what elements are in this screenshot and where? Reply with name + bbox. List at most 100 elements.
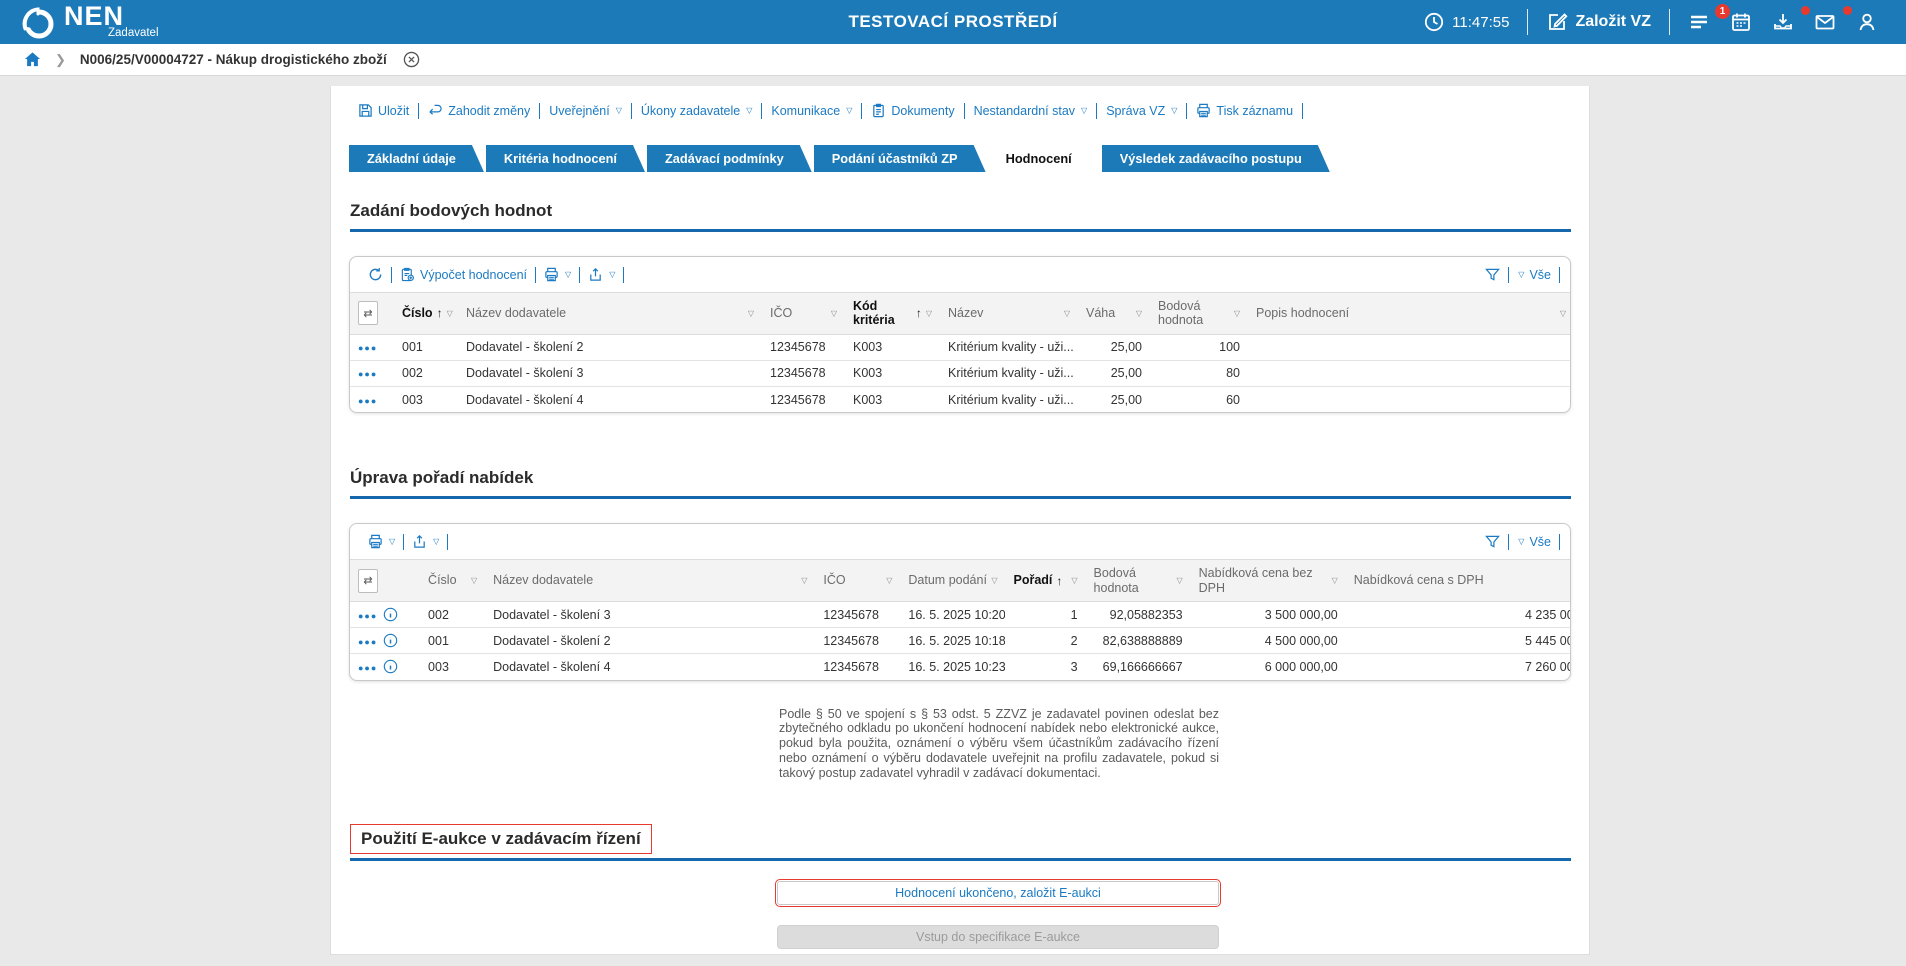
column-filter-icon[interactable]: ▽	[991, 576, 998, 586]
column-header[interactable]: Nabídková cena bez DPH ▽	[1190, 559, 1346, 602]
info-icon[interactable]	[383, 633, 398, 648]
table-cell: 12345678	[823, 659, 879, 674]
vz-admin-menu[interactable]: Správa VZ ▽	[1106, 103, 1178, 118]
column-header[interactable]: IČO ▽	[815, 559, 901, 602]
show-all-filter[interactable]: ▽ Vše	[1518, 267, 1551, 282]
column-filter-icon[interactable]: ▽	[1071, 576, 1078, 586]
column-header[interactable]: Bodová hodnota ▽	[1150, 292, 1248, 335]
create-eauction-button[interactable]: Hodnocení ukončeno, založit E-aukci	[775, 879, 1221, 908]
publishing-menu[interactable]: Uveřejnění ▽	[549, 103, 622, 118]
downloads-button[interactable]	[1762, 6, 1810, 33]
export-button[interactable]: ▽	[580, 264, 623, 285]
documents-button[interactable]: Dokumenty	[862, 98, 963, 123]
column-filter-icon[interactable]: ▽	[830, 308, 837, 318]
table-row[interactable]: ●●● 001 Dodavatel - školení 2 12345678 16. …	[350, 627, 1570, 654]
filter-button[interactable]	[1477, 264, 1508, 285]
show-all-filter[interactable]: ▽ Vše	[1518, 534, 1551, 549]
table-cell: 3	[1070, 659, 1078, 674]
sort-asc-icon: ↑	[436, 306, 443, 321]
table-cell: Kritérium kvality - uži...	[948, 392, 1074, 407]
tab-hodnoceni[interactable]: Hodnocení	[988, 145, 1100, 172]
table-cell: 1	[1005, 601, 1086, 628]
column-filter-icon[interactable]: ▽	[470, 576, 478, 586]
table-cell: Dodavatel - školení 4	[466, 392, 584, 407]
column-header[interactable]: IČO ▽	[762, 292, 845, 335]
breadcrumb: ❯ N006/25/V00004727 - Nákup drogistickéh…	[0, 44, 1906, 76]
column-settings-icon[interactable]: ⇄	[358, 301, 378, 326]
print-table-button[interactable]: ▽	[536, 264, 579, 285]
row-actions-icon[interactable]: ●●●	[358, 637, 378, 647]
home-icon[interactable]	[24, 51, 41, 68]
filter-button[interactable]	[1477, 531, 1508, 552]
row-actions-icon[interactable]: ●●●	[358, 611, 378, 621]
column-filter-icon[interactable]: ▽	[925, 308, 932, 318]
tab-podani-ucastniku[interactable]: Podání účastníků ZP	[814, 145, 986, 172]
discard-changes-button[interactable]: Zahodit změny	[419, 98, 539, 123]
tab-zakladni-udaje[interactable]: Základní údaje	[349, 145, 484, 172]
column-header[interactable]: Bodová hodnota ▽	[1085, 559, 1191, 602]
communication-menu[interactable]: Komunikace ▽	[771, 103, 853, 118]
export-button[interactable]: ▽	[404, 531, 447, 552]
download-tray-icon	[1774, 14, 1792, 30]
column-header[interactable]: Váha ▽	[1078, 292, 1150, 335]
table-row[interactable]: ●●● 003 Dodavatel - školení 4 12345678 K003…	[350, 386, 1570, 412]
divider	[623, 266, 625, 283]
contracting-actions-menu[interactable]: Úkony zadavatele ▽	[640, 103, 753, 118]
column-header[interactable]: Kód kritéria ↑ ▽	[845, 292, 940, 335]
column-settings-icon[interactable]: ⇄	[358, 568, 378, 593]
column-filter-icon[interactable]: ▽	[1135, 308, 1142, 318]
divider	[1508, 533, 1510, 550]
column-header[interactable]: Název dodavatele ▽	[458, 292, 762, 335]
table-row[interactable]: ●●● 003 Dodavatel - školení 4 12345678 16. …	[350, 654, 1570, 680]
order-table-toolbar: ▽ ▽	[350, 524, 1570, 559]
user-profile-button[interactable]	[1846, 11, 1888, 33]
messages-button[interactable]	[1804, 6, 1852, 33]
tasks-menu-button[interactable]: 1	[1678, 4, 1730, 33]
info-icon[interactable]	[383, 659, 398, 674]
calc-evaluation-button[interactable]: Výpočet hodnocení	[392, 264, 535, 285]
column-filter-icon[interactable]: ▽	[446, 308, 453, 318]
divider	[963, 102, 965, 119]
column-filter-icon[interactable]: ▽	[801, 576, 808, 586]
table-row[interactable]: ●●● 002 Dodavatel - školení 3 12345678 16. …	[350, 601, 1570, 628]
column-filter-icon[interactable]: ▽	[747, 308, 754, 318]
column-header[interactable]: Pořadí ↑ ▽	[1005, 559, 1086, 602]
column-filter-icon[interactable]: ▽	[1063, 308, 1070, 318]
tab-zadavaci-podminky[interactable]: Zadávací podmínky	[647, 145, 812, 172]
close-record-icon[interactable]	[403, 51, 420, 68]
tab-kriteria-hodnoceni[interactable]: Kritéria hodnocení	[486, 145, 645, 172]
save-button[interactable]: Uložit	[349, 98, 418, 123]
column-header[interactable]: Název dodavatele ▽	[485, 559, 816, 602]
scores-table: ⇄ Číslo ↑ ▽ Název dodavatele ▽ IČO ▽ Kód kritér…	[350, 292, 1570, 412]
refresh-button[interactable]	[360, 264, 391, 285]
info-icon[interactable]	[383, 607, 398, 622]
column-header[interactable]: Číslo ▽	[420, 559, 486, 602]
column-filter-icon[interactable]: ▽	[1233, 308, 1240, 318]
column-header[interactable]: Číslo ↑ ▽	[394, 292, 458, 335]
eauction-spec-button[interactable]: Vstup do specifikace E-aukce	[777, 925, 1219, 950]
undo-icon	[429, 104, 442, 115]
row-actions-icon[interactable]: ●●●	[358, 395, 378, 406]
column-header[interactable]: Popis hodnocení ▽	[1248, 292, 1570, 335]
column-header[interactable]: Datum podání ▽	[900, 559, 1006, 602]
column-filter-icon[interactable]: ▽	[1559, 308, 1566, 318]
column-filter-icon[interactable]: ▽	[1176, 576, 1183, 586]
create-vz-button[interactable]: Založit VZ	[1536, 11, 1661, 33]
column-header[interactable]: Nabídková cena s DPH▽	[1345, 559, 1570, 602]
calendar-button[interactable]	[1720, 11, 1762, 33]
table-cell: K003	[853, 392, 883, 407]
tab-vysledek[interactable]: Výsledek zadávacího postupu	[1102, 145, 1330, 172]
nen-logo[interactable]: NEN Zadavatel	[0, 3, 159, 41]
row-actions-icon[interactable]: ●●●	[358, 369, 378, 380]
column-filter-icon[interactable]: ▽	[1331, 576, 1338, 586]
print-record-button[interactable]: Tisk záznamu	[1187, 98, 1302, 123]
column-header[interactable]: Název ▽	[940, 292, 1078, 335]
column-filter-icon[interactable]: ▽	[886, 576, 893, 586]
table-row[interactable]: ●●● 002 Dodavatel - školení 3 12345678 K003…	[350, 360, 1570, 387]
row-actions-icon[interactable]: ●●●	[358, 663, 378, 674]
table-row[interactable]: ●●● 001 Dodavatel - školení 2 12345678 K003…	[350, 334, 1570, 361]
print-table-button[interactable]: ▽	[360, 531, 403, 552]
table-cell: Dodavatel - školení 2	[458, 334, 762, 361]
row-actions-icon[interactable]: ●●●	[358, 343, 378, 354]
nonstandard-state-menu[interactable]: Nestandardní stav ▽	[973, 103, 1088, 118]
